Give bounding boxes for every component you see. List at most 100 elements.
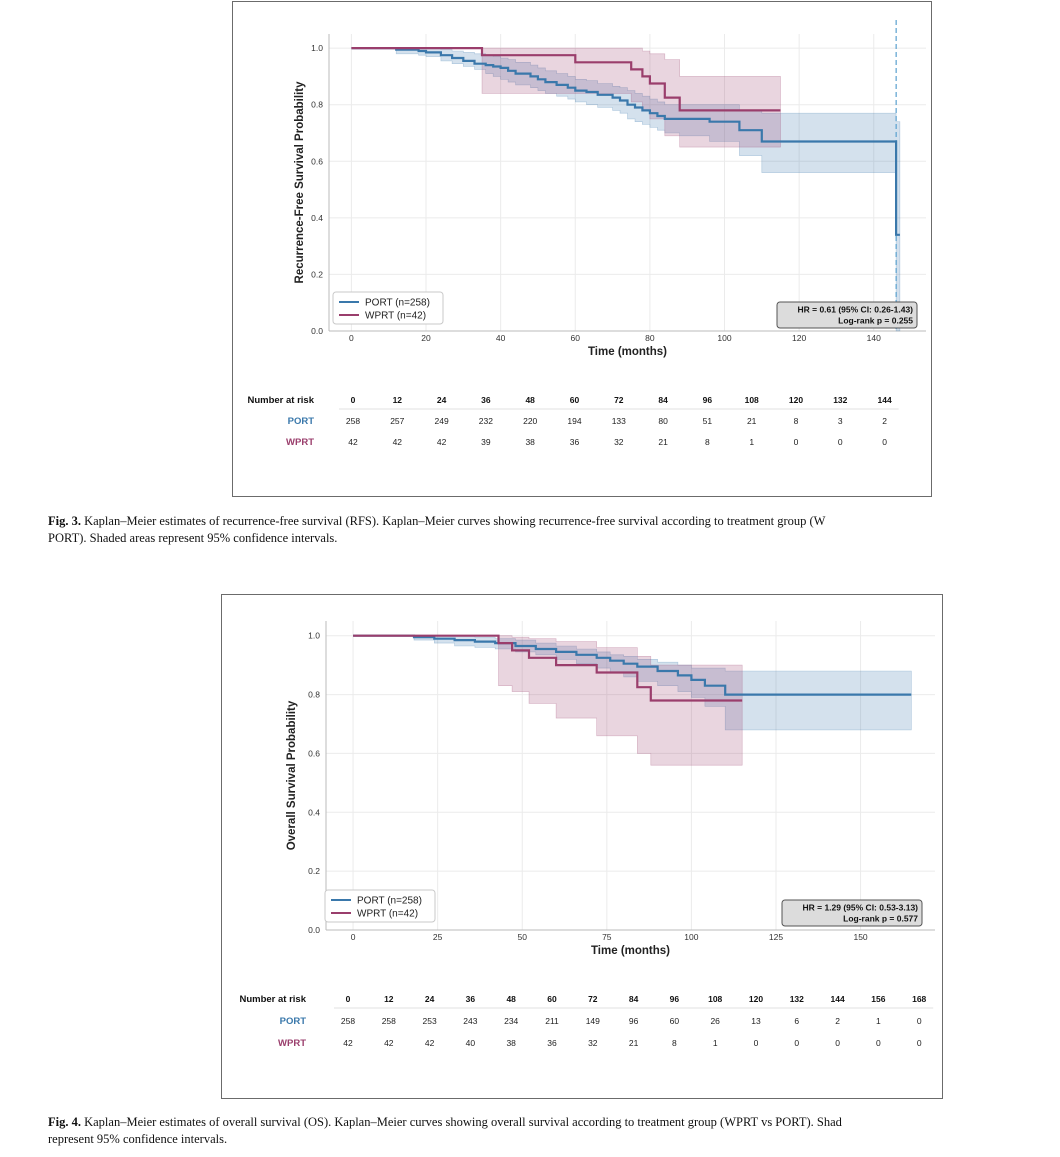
y-tick-label: 0.0: [311, 326, 323, 336]
ci-band-wprt: [353, 635, 743, 766]
risk-time-label: 108: [745, 395, 759, 405]
x-tick-label: 50: [517, 932, 527, 942]
figure-3-label: Fig. 3.: [48, 514, 81, 528]
risk-count: 36: [570, 437, 580, 447]
figure-3-caption: Fig. 3. Kaplan–Meier estimates of recurr…: [48, 513, 1060, 547]
risk-row-label-port: PORT: [280, 1016, 307, 1027]
risk-count: 8: [672, 1038, 677, 1048]
risk-count: 0: [794, 1038, 799, 1048]
x-tick-label: 100: [684, 932, 698, 942]
risk-time-label: 84: [658, 395, 668, 405]
legend-label: WPRT (n=42): [357, 909, 418, 920]
risk-count: 234: [504, 1016, 518, 1026]
risk-table-header: Number at risk: [247, 395, 314, 406]
risk-row-label-wprt: WPRT: [286, 437, 314, 448]
legend-box: [332, 291, 444, 325]
y-tick-label: 1.0: [308, 631, 320, 641]
risk-count: 38: [506, 1038, 516, 1048]
risk-time-label: 0: [351, 395, 356, 405]
risk-time-label: 24: [437, 395, 447, 405]
y-tick-label: 0.2: [311, 269, 323, 279]
y-tick-label: 0.8: [308, 690, 320, 700]
risk-count: 42: [384, 1038, 394, 1048]
risk-count: 1: [876, 1016, 881, 1026]
risk-count: 80: [658, 416, 668, 426]
risk-count: 13: [751, 1016, 761, 1026]
figure-3-frame: 0.0 0.2 0.4 0.6 0.8 1.0 0 20 40 60 80 100 120 140 Time…: [232, 1, 932, 497]
risk-time-label: 144: [831, 994, 845, 1004]
x-tick-label: 125: [769, 932, 783, 942]
risk-count: 40: [466, 1038, 476, 1048]
risk-count: 60: [670, 1016, 680, 1026]
risk-time-label: 96: [703, 395, 713, 405]
risk-time-label: 36: [481, 395, 491, 405]
risk-count: 243: [463, 1016, 477, 1026]
x-tick-label: 140: [867, 333, 881, 343]
risk-count: 0: [754, 1038, 759, 1048]
y-tick-label: 0.0: [308, 925, 320, 935]
risk-time-label: 96: [670, 994, 680, 1004]
risk-count: 8: [794, 416, 799, 426]
risk-count: 220: [523, 416, 537, 426]
risk-time-label: 48: [525, 395, 535, 405]
figure-4-frame: 0.0 0.2 0.4 0.6 0.8 1.0 0 25 50 75 100 125 150 Time (…: [221, 594, 943, 1099]
x-axis-label: Time (months): [588, 346, 667, 358]
risk-count: 232: [479, 416, 493, 426]
risk-count: 39: [481, 437, 491, 447]
x-tick-label: 0: [349, 333, 354, 343]
rfs-km-chart: 0.00.20.40.60.81.00 20 40 60 80 100 120 140Time…: [247, 20, 926, 448]
risk-time-label: 108: [708, 994, 722, 1004]
risk-count: 0: [794, 437, 799, 447]
risk-count: 51: [703, 416, 713, 426]
risk-count: 0: [917, 1016, 922, 1026]
y-axis-label: Recurrence-Free Survival Probability: [294, 81, 306, 284]
risk-table-header: Number at risk: [239, 994, 306, 1005]
risk-count: 26: [710, 1016, 720, 1026]
figure-4-caption-text-1: Kaplan–Meier estimates of overall surviv…: [84, 1115, 842, 1129]
y-tick-label: 0.6: [311, 156, 323, 166]
risk-time-label: 48: [506, 994, 516, 1004]
risk-time-label: 0: [346, 994, 351, 1004]
legend-label: PORT (n=258): [365, 298, 430, 309]
risk-row-label-wprt: WPRT: [278, 1038, 306, 1049]
survival-curve-wprt: [351, 47, 781, 112]
risk-time-label: 120: [789, 395, 803, 405]
risk-count: 96: [629, 1016, 639, 1026]
risk-time-label: 36: [466, 994, 476, 1004]
risk-count: 0: [876, 1038, 881, 1048]
risk-time-label: 12: [384, 994, 394, 1004]
legend-label: PORT (n=258): [357, 896, 422, 907]
y-tick-label: 0.4: [311, 213, 323, 223]
y-tick-label: 0.8: [311, 100, 323, 110]
y-axis-label: Overall Survival Probability: [286, 700, 298, 850]
risk-time-label: 156: [871, 994, 885, 1004]
x-tick-label: 75: [602, 932, 612, 942]
figure-4-label: Fig. 4.: [48, 1115, 81, 1129]
risk-count: 38: [525, 437, 535, 447]
risk-time-label: 132: [790, 994, 804, 1004]
risk-time-label: 60: [547, 994, 557, 1004]
risk-count: 36: [547, 1038, 557, 1048]
x-tick-label: 25: [433, 932, 443, 942]
x-tick-label: 120: [792, 333, 806, 343]
risk-count: 0: [882, 437, 887, 447]
risk-count: 6: [794, 1016, 799, 1026]
x-axis-label: Time (months): [591, 945, 670, 957]
risk-time-label: 168: [912, 994, 926, 1004]
x-tick-label: 40: [496, 333, 506, 343]
survival-curve-wprt: [353, 634, 743, 702]
risk-time-label: 72: [614, 395, 624, 405]
risk-time-label: 84: [629, 994, 639, 1004]
risk-count: 21: [747, 416, 757, 426]
risk-count: 8: [705, 437, 710, 447]
risk-table: Number at risk 0 12 24 36 48 60 72 84 96 108 120 132…: [239, 994, 934, 1049]
legend-label: WPRT (n=42): [365, 311, 426, 322]
ci-band-wprt: [351, 47, 781, 148]
risk-count: 257: [390, 416, 404, 426]
risk-count: 2: [882, 416, 887, 426]
hr-text: HR = 1.29 (95% CI: 0.53-3.13): [802, 903, 918, 913]
y-tick-label: 0.2: [308, 866, 320, 876]
hr-text: HR = 0.61 (95% CI: 0.26-1.43): [797, 305, 913, 315]
x-tick-label: 150: [853, 932, 867, 942]
risk-count: 0: [838, 437, 843, 447]
